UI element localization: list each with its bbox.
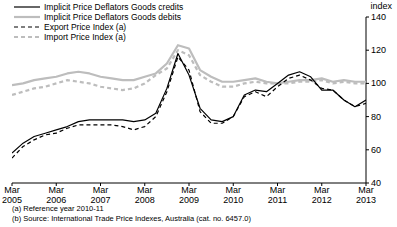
y-tick-label: 60 bbox=[371, 145, 381, 155]
y-tick bbox=[366, 116, 369, 117]
x-tick-label-part: 2011 bbox=[268, 195, 287, 205]
x-tick-label-part: Mar bbox=[4, 185, 20, 195]
legend-swatch bbox=[14, 36, 40, 38]
x-tick-label: Mar2008 bbox=[135, 185, 155, 205]
x-tick-label: Mar2007 bbox=[90, 185, 110, 205]
x-tick-label-part: 2012 bbox=[312, 195, 332, 205]
y-tick bbox=[366, 50, 369, 51]
x-tick-label: Mar2006 bbox=[46, 185, 66, 205]
plot-area bbox=[12, 45, 366, 158]
x-tick-label-part: 2013 bbox=[356, 195, 376, 205]
y-tick-label: 80 bbox=[371, 112, 381, 122]
x-tick-label-part: 2009 bbox=[179, 195, 199, 205]
x-tick-label: Mar2011 bbox=[268, 185, 287, 205]
x-tick-label: Mar2013 bbox=[356, 185, 376, 205]
y-axis-label: index bbox=[370, 1, 392, 11]
x-tick-label: Mar2009 bbox=[179, 185, 199, 205]
legend-swatch bbox=[14, 16, 40, 18]
footnote: (a) Reference year 2010-11 bbox=[12, 204, 104, 213]
x-tick-label: Mar2005 bbox=[2, 185, 22, 205]
legend-label: Import Price Index (a) bbox=[44, 32, 126, 42]
x-tick-label-part: Mar bbox=[314, 185, 330, 195]
x-tick-label-part: 2010 bbox=[223, 195, 243, 205]
legend-label: Implicit Price Deflators Goods debits bbox=[44, 12, 181, 22]
x-tick-label-part: 2008 bbox=[135, 195, 155, 205]
legend-label: Implicit Price Deflators Goods credits bbox=[44, 2, 183, 12]
x-tick-label-part: Mar bbox=[93, 185, 109, 195]
series-line bbox=[12, 50, 366, 95]
legend-label: Export Price Index (a) bbox=[44, 22, 126, 32]
series-line bbox=[12, 54, 366, 154]
chart: 406080100120140indexMar2005Mar2006Mar200… bbox=[0, 0, 397, 227]
footnote: (b) Source: International Trade Price In… bbox=[12, 214, 251, 223]
y-tick-label: 100 bbox=[371, 78, 386, 88]
x-tick-label-part: Mar bbox=[49, 185, 65, 195]
x-tick-label-part: Mar bbox=[358, 185, 374, 195]
x-tick-label-part: Mar bbox=[137, 185, 153, 195]
x-tick-label-part: Mar bbox=[226, 185, 242, 195]
y-tick bbox=[366, 83, 369, 84]
y-tick-label: 140 bbox=[371, 12, 386, 22]
y-tick bbox=[366, 17, 369, 18]
y-tick-label: 120 bbox=[371, 45, 386, 55]
x-tick-label: Mar2012 bbox=[312, 185, 332, 205]
y-tick bbox=[366, 149, 369, 150]
legend-swatch bbox=[14, 6, 40, 7]
x-tick-label-part: Mar bbox=[270, 185, 286, 195]
legend-swatch bbox=[14, 26, 40, 27]
x-tick-label: Mar2010 bbox=[223, 185, 243, 205]
x-tick-label-part: Mar bbox=[181, 185, 197, 195]
series-line bbox=[12, 57, 366, 158]
